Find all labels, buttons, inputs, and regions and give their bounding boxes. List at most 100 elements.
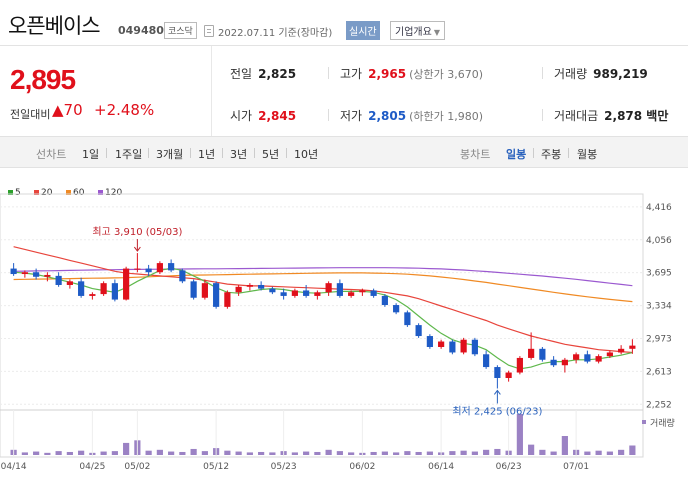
chart-annotations: 최고 3,910 (05/03) 최저 2,425 (06/23) <box>92 226 542 417</box>
candle-body <box>134 268 141 270</box>
stat-low: 저가 2,805 (하한가 1,980) <box>340 107 483 124</box>
volume-bar <box>33 451 40 455</box>
divider <box>542 67 543 79</box>
candle-body <box>415 325 422 337</box>
tab-3m[interactable]: 3개월 <box>156 148 184 161</box>
candle-body <box>426 336 433 347</box>
volume-bar <box>145 450 152 455</box>
realtime-button[interactable]: 실시간 <box>346 21 380 40</box>
stock-header: 오픈베이스 049480 코스닥 2022.07.11 기준(장마감) 실시간 … <box>0 0 688 46</box>
volume-bar <box>584 451 591 455</box>
x-tick-label: 06/14 <box>428 462 454 472</box>
volume-bar <box>179 451 186 455</box>
price-summary: 2,895 전일대비 ▲70 +2.48% <box>0 46 212 136</box>
tab-weekly[interactable]: 주봉 <box>541 148 562 161</box>
y-tick-label: 2,973 <box>646 335 672 345</box>
volume-bar <box>539 449 546 455</box>
volume-bar <box>381 451 388 455</box>
divider <box>568 148 569 158</box>
candle-body <box>618 348 625 353</box>
candle-body <box>325 283 332 293</box>
volume-bar <box>415 451 422 455</box>
stat-limit: (하한가 1,980) <box>409 110 483 123</box>
volume-bar <box>336 451 343 455</box>
tab-5y[interactable]: 5년 <box>262 148 280 161</box>
candle-body <box>55 275 62 285</box>
legend-label: 60 <box>73 188 85 198</box>
stat-limit: (상한가 3,670) <box>409 68 483 81</box>
stat-value: 989,219 <box>593 67 648 81</box>
tab-1y[interactable]: 1년 <box>198 148 216 161</box>
tab-10y[interactable]: 10년 <box>294 148 319 161</box>
legend-ma5: 5 <box>8 188 21 198</box>
volume-bar <box>528 444 535 455</box>
stat-label: 거래대금 <box>554 109 599 123</box>
document-icon[interactable] <box>204 25 214 37</box>
reference-date: 2022.07.11 기준(장마감) <box>218 28 333 39</box>
volume-bar <box>111 451 118 455</box>
candle-body <box>595 356 602 362</box>
stat-label: 고가 <box>340 67 363 81</box>
company-overview-dropdown[interactable]: 기업개요 ▼ <box>390 21 445 40</box>
high-annotation: 최고 3,910 (05/03) <box>92 226 182 238</box>
chart-period-tabs: 선차트 1일 1주일 3개월 1년 3년 5년 10년 봉차트 일봉 주봉 월봉 <box>0 136 688 168</box>
stat-label: 거래량 <box>554 67 588 81</box>
volume-bar <box>269 452 276 455</box>
tab-daily[interactable]: 일봉 <box>506 148 527 161</box>
volume-bar <box>303 451 310 455</box>
candle-body <box>460 339 467 353</box>
tab-3y[interactable]: 3년 <box>230 148 248 161</box>
candle-body <box>213 283 220 307</box>
divider <box>254 148 255 158</box>
candle-body <box>438 341 445 347</box>
volume-bar <box>246 452 253 455</box>
volume-bar <box>348 452 355 455</box>
candle-series <box>10 253 636 389</box>
candle-body <box>629 345 636 349</box>
volume-bar <box>258 451 265 455</box>
candle-body <box>123 268 130 300</box>
y-tick-label: 3,695 <box>646 269 672 279</box>
volume-bar <box>325 449 332 455</box>
x-tick-label: 05/02 <box>124 462 150 472</box>
legend-ma60: 60 <box>66 188 84 198</box>
candle-body <box>606 352 613 357</box>
tab-monthly[interactable]: 월봉 <box>577 148 598 161</box>
legend-swatch <box>66 190 71 195</box>
volume-bar <box>66 451 73 455</box>
change-label: 전일대비 <box>10 108 51 121</box>
candle-body <box>348 292 355 296</box>
candle-body <box>66 281 73 285</box>
candle-body <box>573 354 580 360</box>
divider <box>286 148 287 158</box>
tab-candle-chart[interactable]: 봉차트 <box>460 148 491 161</box>
volume-bar <box>370 451 377 455</box>
divider <box>222 148 223 158</box>
ma20-line <box>13 246 633 354</box>
arrow-down-icon <box>133 246 141 252</box>
stat-open: 시가 2,845 <box>230 107 296 124</box>
tab-line-chart[interactable]: 선차트 <box>36 148 67 161</box>
volume-bar <box>235 451 242 455</box>
candle-body <box>561 359 568 366</box>
x-tick-label: 05/23 <box>271 462 297 472</box>
change-amount: ▲70 <box>52 101 83 119</box>
candle-body <box>359 290 366 293</box>
volume-bar <box>201 451 208 455</box>
candle-body <box>370 290 377 296</box>
volume-bar <box>550 451 557 455</box>
candlestick-chart[interactable]: 거래량 4,4164,0563,6953,3342,9732,6132,252 … <box>0 168 688 489</box>
divider <box>542 109 543 121</box>
candle-body <box>224 292 231 307</box>
tab-1d[interactable]: 1일 <box>82 148 100 161</box>
candle-body <box>584 354 591 362</box>
candle-body <box>246 284 253 287</box>
stock-name: 오픈베이스 <box>8 14 101 38</box>
stat-value: 2,825 <box>258 67 297 81</box>
volume-bar <box>449 451 456 455</box>
candle-body <box>190 281 197 298</box>
candle-body <box>280 292 287 296</box>
legend-swatch <box>98 190 103 195</box>
y-tick-label: 2,613 <box>646 367 672 377</box>
tab-1w[interactable]: 1주일 <box>115 148 143 161</box>
